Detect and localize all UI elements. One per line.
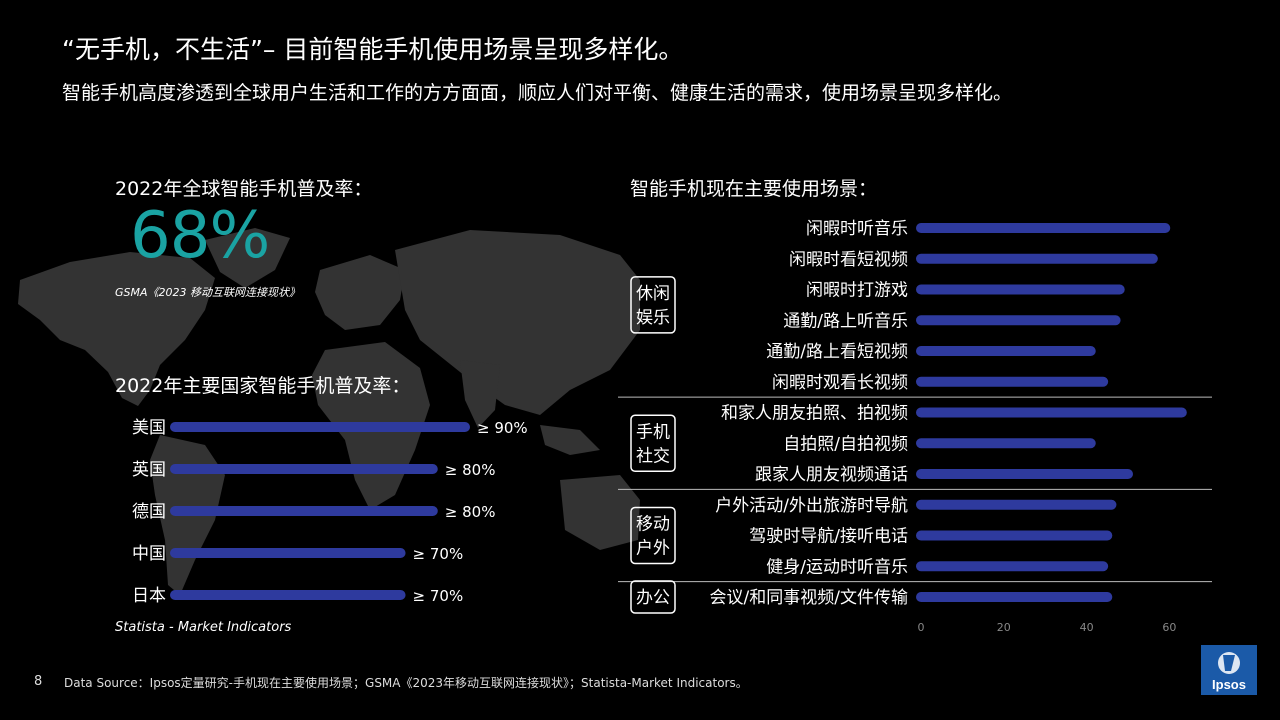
- page-title: “无手机，不生活”– 目前智能手机使用场景呈现多样化。: [62, 35, 684, 64]
- usage-category-label: 跟家人朋友视频通话: [755, 465, 908, 485]
- usage-category-label: 户外活动/外出旅游时导航: [715, 496, 908, 516]
- global-penetration-heading: 2022年全球智能手机普及率：: [115, 178, 373, 200]
- group-label: 户外: [636, 539, 670, 559]
- usage-category-label: 驾驶时导航/接听电话: [749, 527, 908, 547]
- map-greenland: [205, 228, 290, 288]
- group-box: [630, 414, 676, 472]
- footer-data-source: Data Source：Ipsos定量研究-手机现在主要使用场景；GSMA《20…: [64, 676, 748, 690]
- svg-text:Ipsos: Ipsos: [1212, 677, 1246, 692]
- country-label: 日本: [132, 586, 166, 606]
- usage-category-label: 闲暇时听音乐: [806, 219, 908, 239]
- group-label: 移动: [636, 515, 670, 535]
- country-value-label: ≥ 70%: [413, 587, 464, 605]
- country-value-label: ≥ 90%: [477, 419, 528, 437]
- group-label: 办公: [636, 588, 670, 608]
- usage-category-label: 通勤/路上看短视频: [766, 342, 908, 362]
- group-label: 手机: [636, 422, 670, 442]
- usage-scenarios-chart: 闲暇时听音乐闲暇时看短视频闲暇时打游戏通勤/路上听音乐通勤/路上看短视频闲暇时观…: [618, 219, 1212, 634]
- x-tick-label: 60: [1162, 621, 1176, 634]
- usage-category-label: 通勤/路上听音乐: [783, 311, 908, 331]
- country-penetration-heading: 2022年主要国家智能手机普及率：: [115, 375, 411, 397]
- country-label: 美国: [132, 418, 166, 438]
- map-india: [460, 360, 500, 428]
- usage-scenarios-heading: 智能手机现在主要使用场景：: [630, 178, 878, 200]
- usage-category-label: 会议/和同事视频/文件传输: [710, 588, 908, 608]
- map-se-asia: [540, 425, 600, 455]
- country-label: 中国: [132, 544, 166, 564]
- country-label: 德国: [132, 502, 166, 522]
- ipsos-logo: Ipsos: [1201, 645, 1257, 695]
- usage-category-label: 闲暇时打游戏: [806, 281, 908, 301]
- global-penetration-stat: 68%: [130, 199, 270, 273]
- group-label: 娱乐: [636, 308, 670, 328]
- group-label: 休闲: [636, 284, 670, 304]
- x-tick-label: 0: [918, 621, 925, 634]
- x-tick-label: 40: [1080, 621, 1094, 634]
- country-label: 英国: [132, 460, 166, 480]
- map-europe: [315, 255, 405, 330]
- world-map-image: [18, 228, 640, 595]
- gsma-source-note: GSMA《2023 移动互联网连接现状》: [115, 286, 301, 299]
- country-value-label: ≥ 80%: [445, 503, 496, 521]
- page-number: 8: [34, 674, 43, 689]
- country-penetration-chart: 美国 ≥ 90% 英国 ≥ 80% 德国 ≥ 80% 中国 ≥ 70% 日本 ≥ 70%: [132, 418, 528, 606]
- usage-category-label: 闲暇时看短视频: [789, 250, 908, 270]
- page-subtitle: 智能手机高度渗透到全球用户生活和工作的方方面面，顺应人们对平衡、健康生活的需求，…: [62, 82, 1013, 104]
- group-label: 社交: [636, 446, 670, 466]
- group-box: [630, 580, 676, 614]
- usage-category-label: 闲暇时观看长视频: [772, 373, 908, 393]
- x-tick-label: 20: [997, 621, 1011, 634]
- group-box: [630, 276, 676, 334]
- usage-category-label: 自拍照/自拍视频: [783, 434, 908, 454]
- statista-source-note: Statista - Market Indicators: [115, 620, 292, 635]
- group-box: [630, 506, 676, 565]
- usage-category-label: 健身/运动时听音乐: [766, 557, 908, 577]
- map-north-america: [18, 252, 215, 406]
- country-value-label: ≥ 70%: [413, 545, 464, 563]
- usage-category-label: 和家人朋友拍照、拍视频: [721, 404, 908, 424]
- country-value-label: ≥ 80%: [445, 461, 496, 479]
- map-asia: [395, 230, 640, 415]
- map-australia: [560, 475, 640, 550]
